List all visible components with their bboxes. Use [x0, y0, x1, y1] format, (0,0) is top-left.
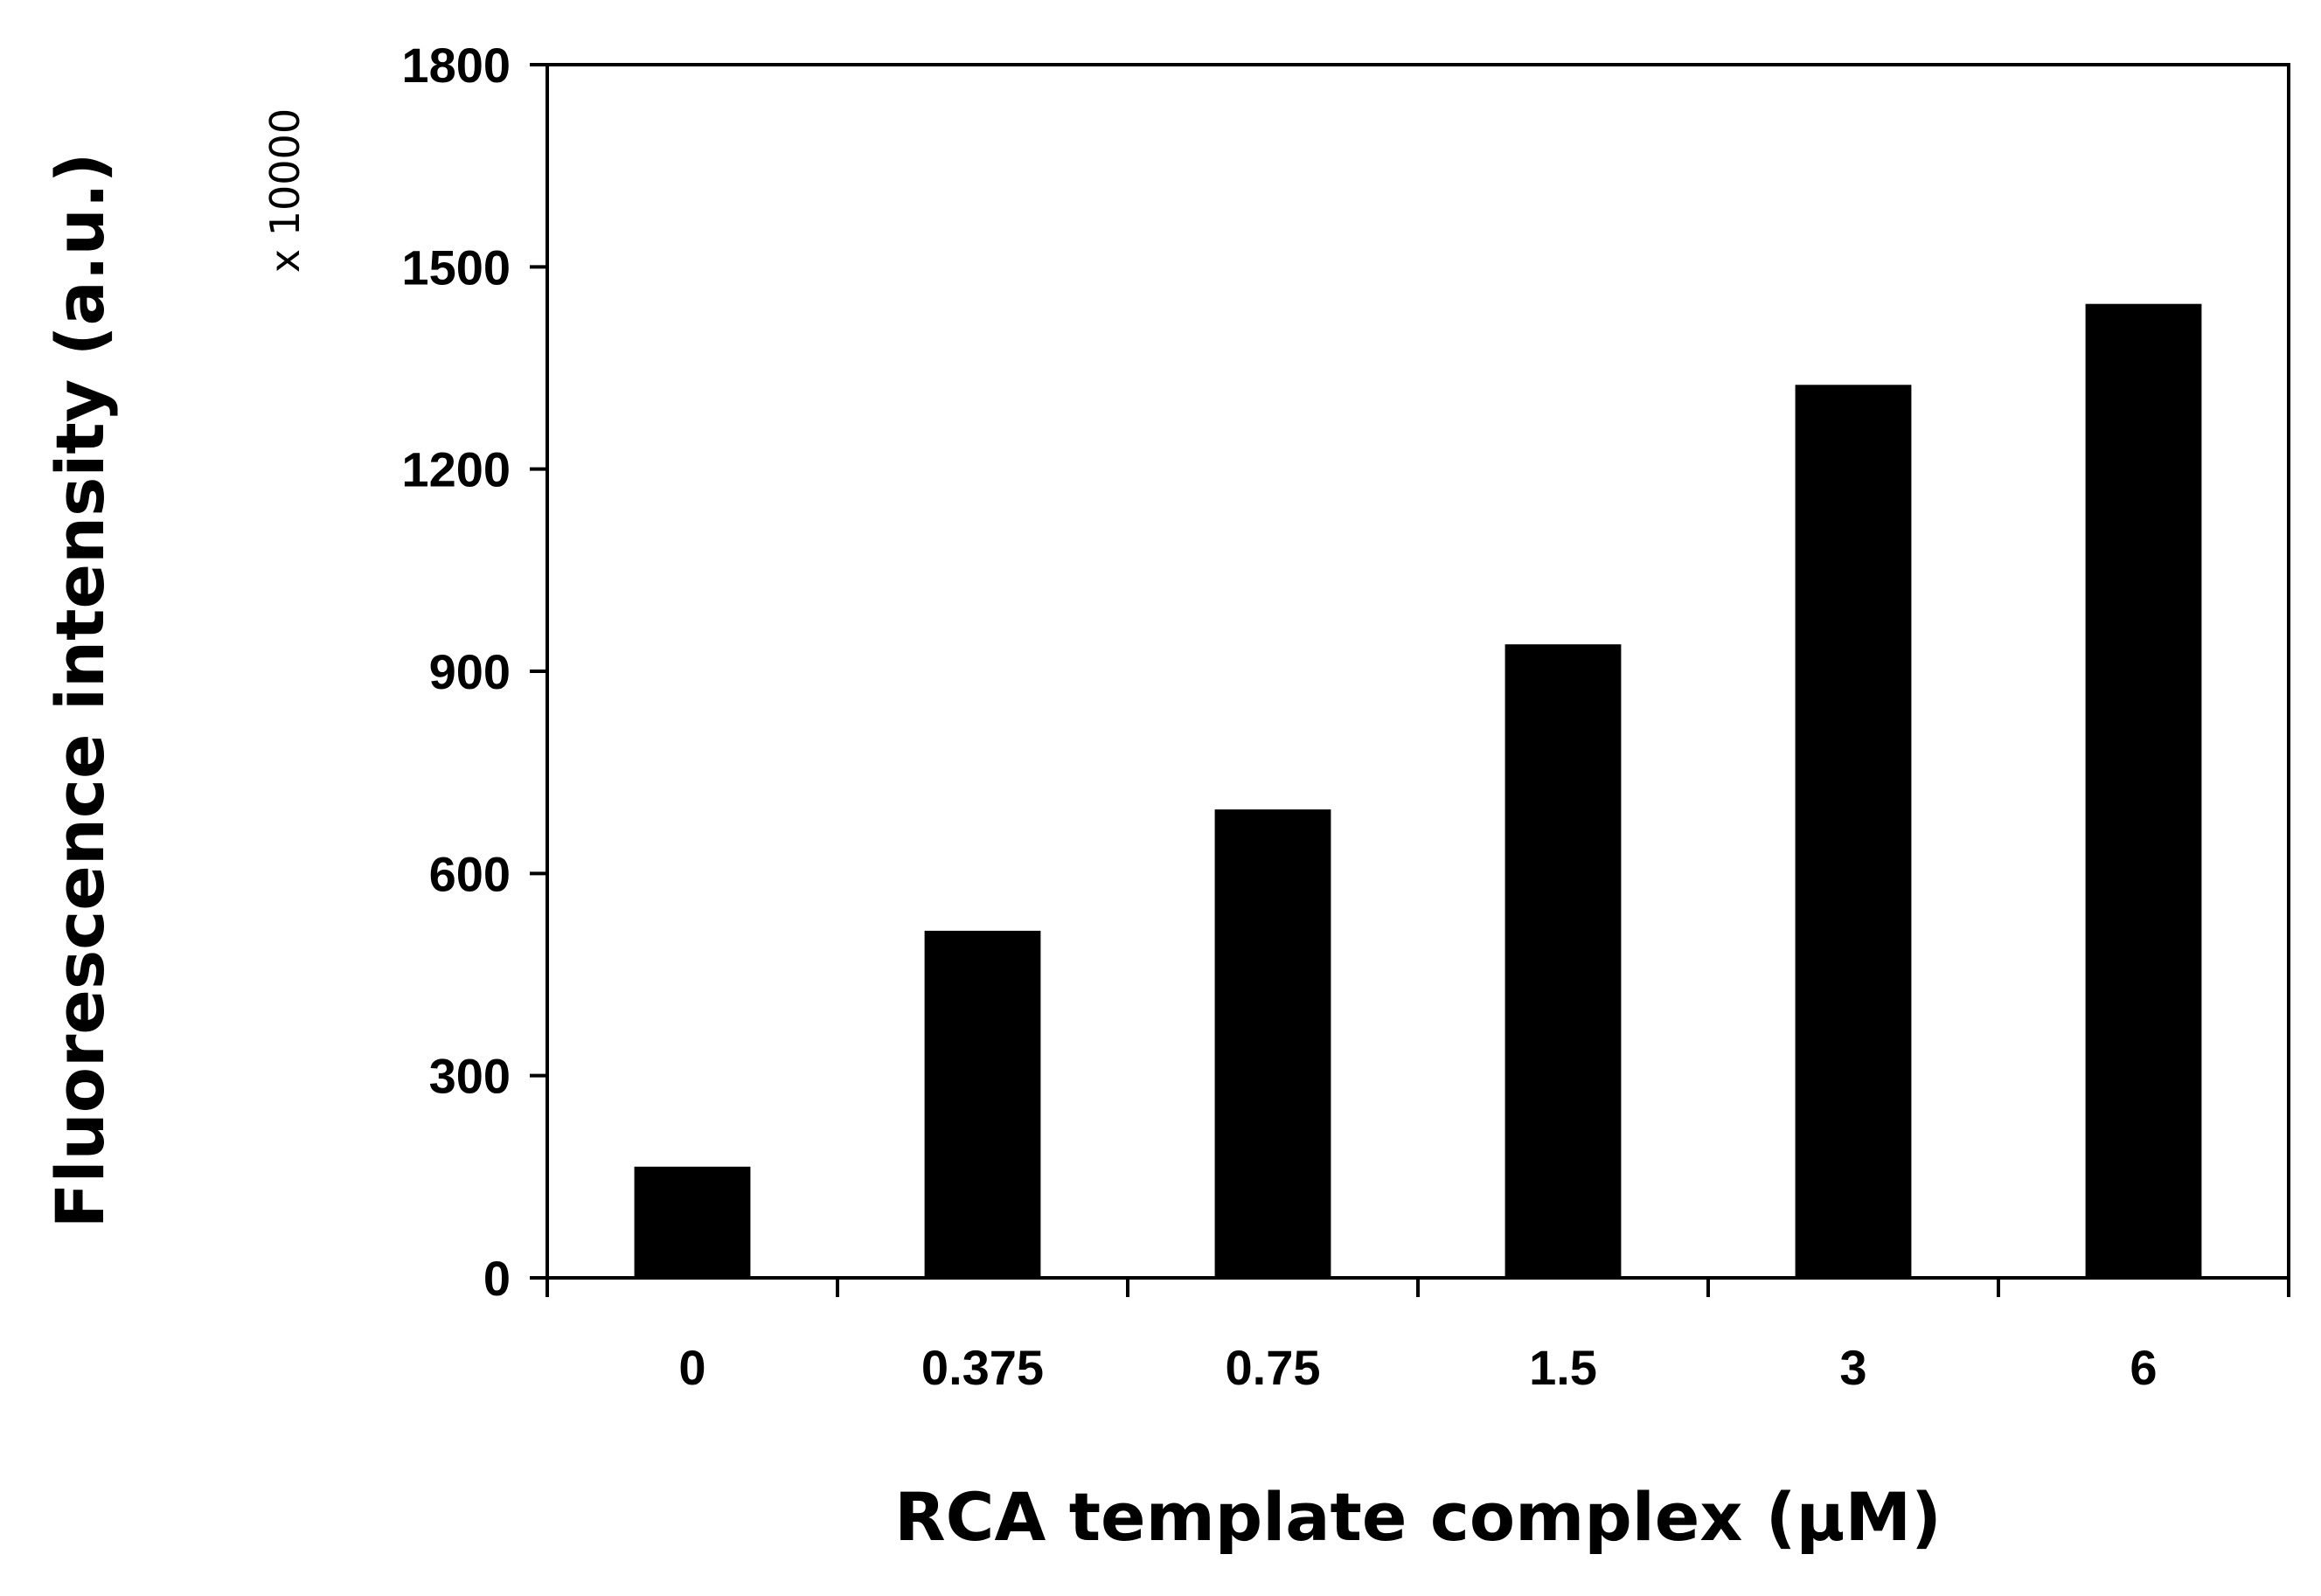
bar-0.75 — [1214, 809, 1331, 1278]
x-tick-label-3: 3 — [1839, 1340, 1866, 1395]
y-tick-label-300: 300 — [429, 1049, 511, 1104]
bar-1.5 — [1504, 644, 1622, 1278]
x-tick-label-0: 0 — [678, 1340, 705, 1395]
plot-frame — [546, 63, 2290, 1280]
x-tick-label-0.75: 0.75 — [1226, 1340, 1321, 1395]
y-axis-multiplier: x 10000 — [261, 108, 309, 273]
y-axis-title: Fluorescence intensity (a.u.) — [41, 153, 119, 1229]
y-tick-label-0: 0 — [483, 1251, 511, 1306]
axes-group — [546, 63, 2290, 1280]
x-axis-title: RCA template complex (μM) — [894, 1478, 1942, 1556]
y-tick-label-600: 600 — [429, 846, 511, 901]
y-ticks-group: 0 300 600 900 1200 1500 1800 — [401, 38, 547, 1306]
x-tick-label-0.375: 0.375 — [921, 1340, 1044, 1395]
bar-0 — [634, 1166, 751, 1278]
y-tick-label-1200: 1200 — [401, 442, 511, 497]
bars-group — [634, 303, 2202, 1279]
x-tick-label-6: 6 — [2130, 1340, 2157, 1395]
y-tick-label-1800: 1800 — [401, 38, 511, 93]
y-tick-label-1500: 1500 — [401, 239, 511, 295]
bar-0.375 — [924, 930, 1041, 1278]
x-ticks-group: 0 0.375 0.75 1.5 3 6 — [546, 1278, 2290, 1395]
bar-6 — [2085, 303, 2202, 1279]
x-tick-label-1.5: 1.5 — [1529, 1340, 1597, 1395]
y-tick-label-900: 900 — [429, 644, 511, 699]
bar-3 — [1795, 385, 1912, 1278]
